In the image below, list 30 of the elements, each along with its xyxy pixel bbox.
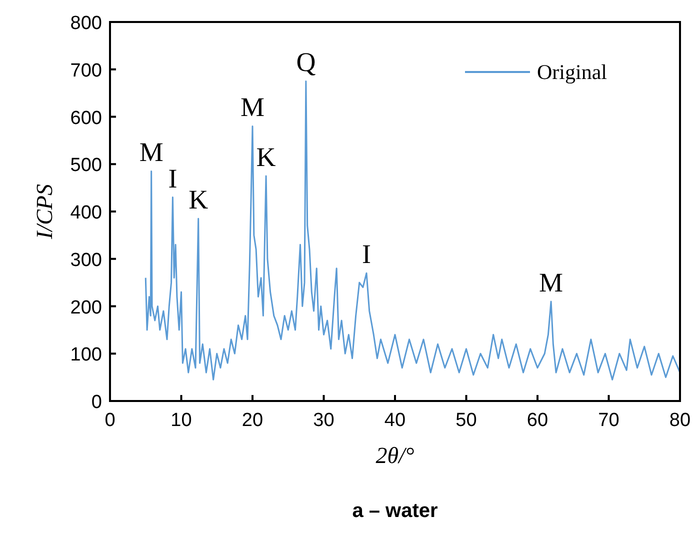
x-tick-label: 80 (669, 410, 691, 431)
y-tick-label: 800 (70, 13, 102, 34)
x-tick-label: 20 (242, 410, 264, 431)
x-tick-label: 10 (170, 410, 192, 431)
x-tick-label: 0 (104, 410, 116, 431)
annotation: K (256, 142, 276, 172)
x-tick-label: 60 (526, 410, 548, 431)
text: a – water (352, 500, 438, 522)
annotation: I (168, 163, 178, 194)
y-tick-label: 100 (70, 344, 102, 366)
x-tick-label: 30 (313, 410, 334, 431)
y-tick-label: 700 (70, 60, 102, 82)
annotation: M (139, 137, 164, 168)
y-tick-label: 600 (70, 108, 102, 129)
y-axis-title: I/CPS (32, 184, 57, 240)
legend-label: Original (537, 60, 608, 84)
annotation: K (188, 184, 209, 215)
annotation: Q (296, 47, 316, 78)
x-tick-label: 50 (456, 410, 477, 431)
annotation: M (240, 92, 265, 122)
y-tick-label: 300 (70, 250, 102, 271)
x-tick-label: 40 (384, 410, 406, 431)
x-axis-title: 2θ/° (376, 443, 414, 468)
y-tick-label: 0 (91, 392, 102, 413)
x-tick-label: 70 (598, 410, 620, 431)
y-tick-label: 400 (70, 202, 102, 224)
y-tick-label: 200 (70, 297, 102, 318)
y-tick-label: 500 (70, 155, 102, 176)
annotation: I (362, 239, 371, 270)
annotation: M (539, 268, 564, 298)
